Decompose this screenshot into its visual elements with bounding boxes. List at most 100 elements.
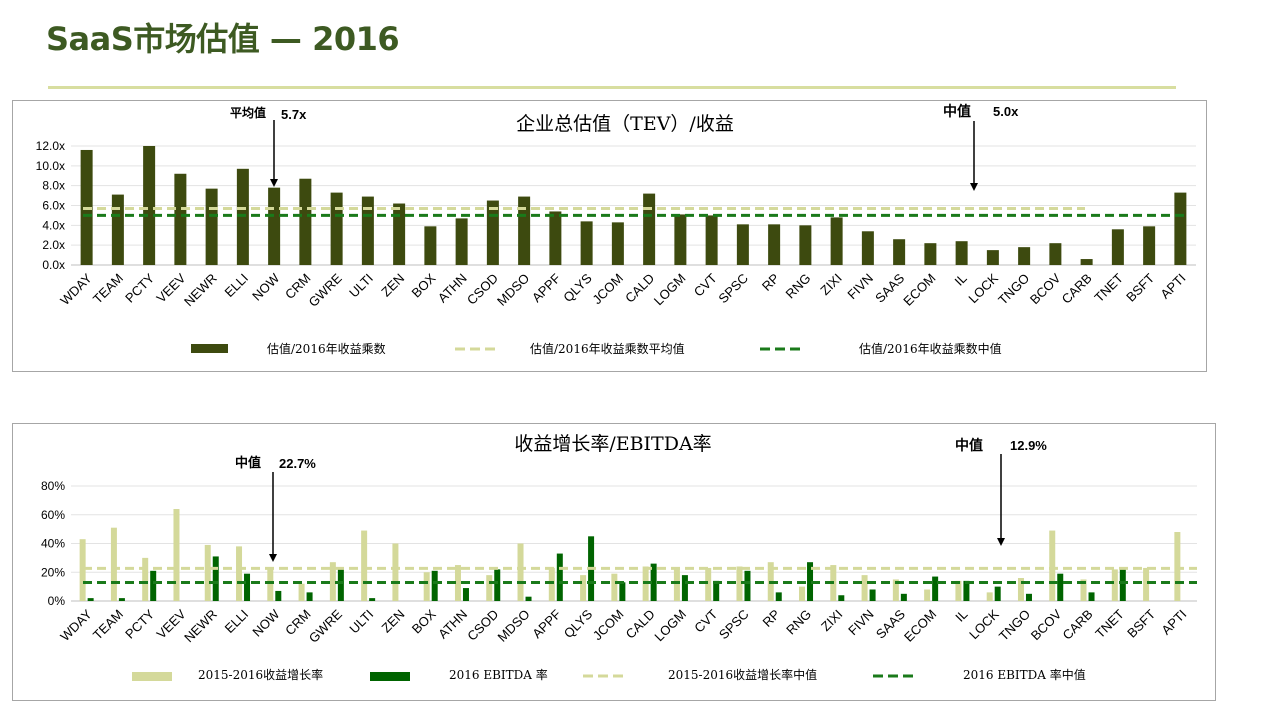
y-tick-label: 12.0x — [36, 139, 65, 153]
x-tick-label: ECOM — [900, 271, 938, 309]
bar — [807, 562, 814, 601]
bar — [1049, 243, 1062, 265]
bar — [525, 596, 532, 601]
y-tick-label: 8.0x — [42, 179, 65, 193]
x-tick-label: TEAM — [90, 271, 126, 307]
x-tick-label: GWRE — [306, 270, 345, 309]
annotation-arrow — [269, 472, 277, 562]
bar — [1025, 593, 1032, 601]
x-tick-label: ECOM — [901, 607, 939, 645]
bar — [212, 556, 219, 601]
bar — [1049, 530, 1056, 601]
annotation-label: 中值 — [943, 103, 971, 120]
annotations: 中值 22.7% 中值 12.9% — [235, 437, 1047, 562]
bar — [392, 543, 399, 601]
bar — [705, 567, 712, 601]
bar — [549, 211, 562, 265]
bar — [580, 575, 587, 601]
bar — [204, 544, 211, 601]
bar — [1143, 567, 1150, 601]
bar — [1143, 226, 1156, 265]
bar — [393, 203, 406, 265]
bar — [1088, 592, 1095, 601]
bar — [173, 509, 180, 601]
x-tick-label: NOW — [249, 606, 283, 640]
x-tick-label: CALD — [622, 271, 657, 306]
bar — [744, 570, 751, 601]
bar — [1080, 259, 1093, 265]
annotation-label: 中值 — [955, 437, 983, 454]
bar — [330, 192, 343, 265]
x-tick-label: NOW — [249, 270, 283, 304]
legend-label: 2015-2016收益增长率 — [198, 667, 323, 682]
bar — [580, 221, 593, 265]
bar — [900, 593, 907, 601]
x-tick-label: CSOD — [464, 271, 501, 308]
annotations: 平均值 5.7x 中值 5.0x — [230, 103, 1019, 191]
x-tick-label: LOCK — [966, 606, 1002, 642]
x-tick-label: MDSO — [494, 607, 532, 645]
x-tick-label: TEAM — [90, 607, 126, 643]
annotation-arrow — [997, 454, 1005, 546]
x-tick-label: LOGM — [651, 607, 689, 645]
bar — [736, 566, 743, 601]
bar — [1174, 532, 1181, 601]
y-tick-label: 40% — [41, 537, 65, 551]
x-tick-label: ELLI — [221, 271, 251, 301]
bar — [548, 567, 555, 601]
x-tick-label: IL — [951, 271, 969, 289]
annotation-value: 12.9% — [1010, 438, 1047, 453]
bar — [486, 575, 493, 601]
bar — [361, 196, 374, 265]
bar — [361, 530, 368, 601]
bar — [110, 527, 117, 601]
x-tick-label: APTI — [1157, 271, 1188, 302]
bar — [369, 598, 376, 601]
x-tick-label: ZIXI — [817, 271, 844, 298]
chart-title: 企业总估值（TEV）/收益 — [516, 113, 734, 135]
x-tick-label: LOCK — [965, 270, 1001, 306]
bar — [713, 580, 720, 601]
x-tick-label: TNET — [1091, 270, 1126, 305]
x-tick-label: ZIXI — [818, 607, 845, 634]
bar — [142, 557, 149, 601]
reference-lines — [83, 206, 1189, 217]
bar — [556, 553, 563, 601]
bar — [1174, 192, 1187, 265]
bar — [174, 173, 187, 265]
legend-label: 2016 EBITDA 率中值 — [963, 667, 1086, 682]
bar — [1017, 578, 1024, 601]
bar — [736, 224, 749, 265]
x-tick-label: ATHN — [435, 271, 470, 306]
bar — [893, 239, 906, 265]
legend-swatch-bar — [132, 672, 172, 681]
bar — [705, 215, 718, 265]
x-tick-label: ZEN — [378, 271, 407, 300]
bar — [830, 217, 843, 265]
bar — [143, 146, 156, 265]
bar — [986, 592, 993, 601]
legend-label: 估值/2016年收益乘数中值 — [859, 341, 1002, 356]
bar — [932, 576, 939, 601]
bar — [455, 218, 468, 265]
y-tick-label: 4.0x — [42, 218, 65, 232]
x-tick-label: BCOV — [1027, 270, 1064, 307]
bar — [236, 546, 243, 601]
bar — [674, 214, 687, 265]
x-tick-label: QLYS — [560, 270, 595, 305]
x-tick-label: PCTY — [122, 270, 157, 305]
y-gridlines — [71, 145, 1196, 266]
bar — [329, 562, 336, 601]
x-tick-label: TNET — [1092, 606, 1127, 641]
bar — [924, 589, 931, 601]
bar — [1119, 569, 1126, 601]
x-tick-label: ATHN — [435, 607, 470, 642]
annotation-label: 中值 — [235, 455, 261, 471]
bar — [518, 196, 531, 265]
y-tick-label: 60% — [41, 508, 65, 522]
x-tick-label: CALD — [623, 607, 658, 642]
legend: 估值/2016年收益乘数 估值/2016年收益乘数平均值 估值/2016年收益乘… — [191, 341, 1002, 356]
y-tick-labels: 0% 20% 40% 60% 80% — [41, 479, 65, 608]
x-tick-label: TNGO — [995, 271, 1032, 308]
x-tick-label: LOGM — [651, 271, 689, 309]
